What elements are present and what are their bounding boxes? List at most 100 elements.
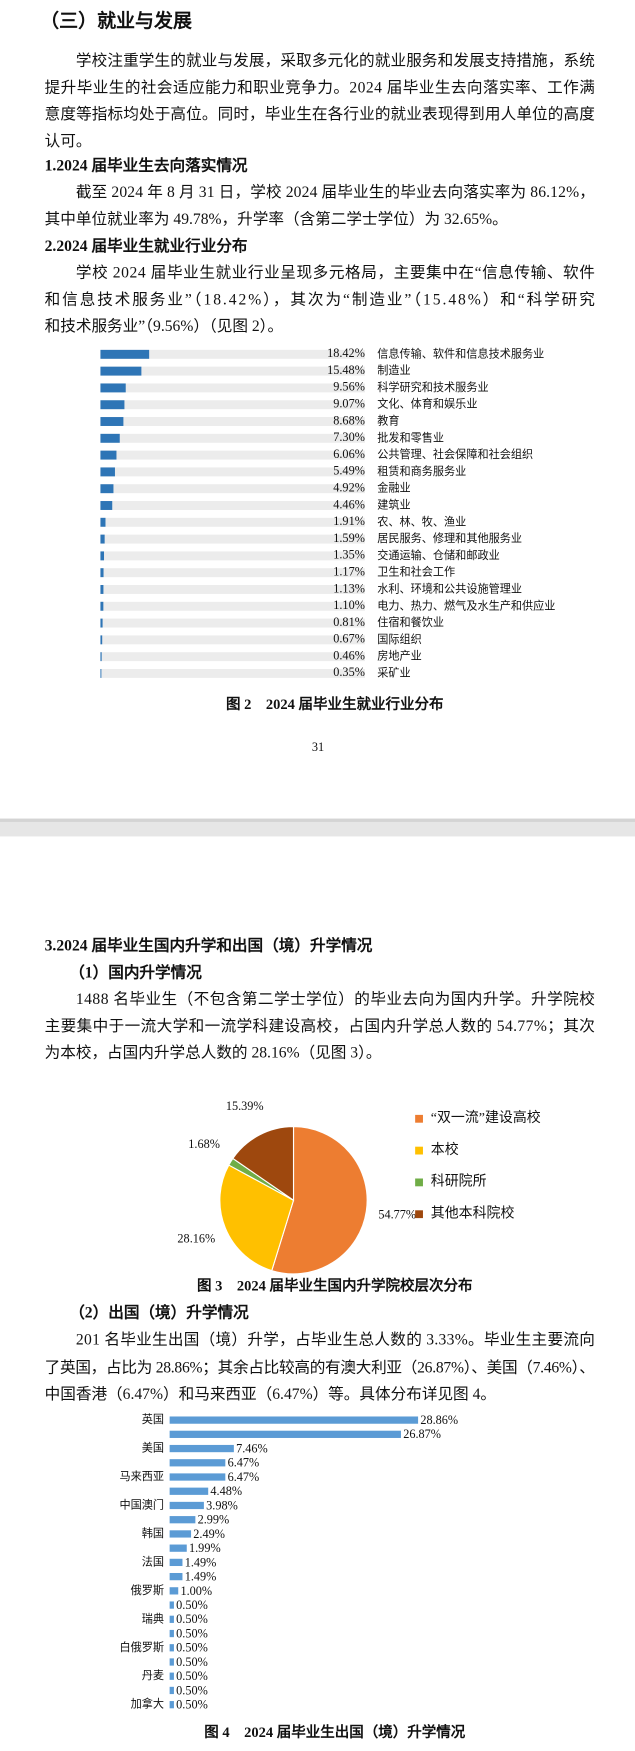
bar-track <box>100 534 365 544</box>
bar <box>100 366 142 376</box>
bar <box>169 1516 196 1524</box>
bar <box>100 501 113 510</box>
category-label: 马来西亚 <box>119 1470 164 1483</box>
category-label: 韩国 <box>142 1526 164 1540</box>
category-label: 丹麦 <box>142 1669 164 1682</box>
category-label: 美国 <box>142 1442 164 1455</box>
category-label: 加拿大 <box>131 1697 164 1711</box>
paragraph-line: 截至 2024 年 8 月 31 日，学校 2024 届毕业生的毕业去向落实率为… <box>76 183 595 201</box>
bar-track <box>100 400 365 410</box>
figure-caption: 图 2 2024 届毕业生就业行业分布 <box>226 695 443 713</box>
data-label: 3.98% <box>206 1498 238 1512</box>
category-label: 科学研究和技术服务业 <box>377 380 488 394</box>
category-label: 公共管理、社会保障和社会组织 <box>377 447 533 461</box>
category-label: 俄罗斯 <box>131 1584 164 1597</box>
bar <box>169 1686 174 1695</box>
category-label: 住宿和餐饮业 <box>377 615 444 629</box>
bar-track <box>100 383 365 393</box>
category-label: 采矿业 <box>377 666 410 679</box>
data-label: 6.06% <box>333 447 365 461</box>
bar <box>100 668 102 678</box>
category-label: 瑞典 <box>142 1611 164 1625</box>
paragraph-line: 和信息技术服务业”（18.42%），其次为“制造业”（15.48%）和“科学研究 <box>45 290 596 308</box>
pie-slice <box>232 1126 295 1202</box>
legend-swatch <box>415 1146 423 1155</box>
pie-slice <box>271 1126 368 1275</box>
bar-track <box>100 585 365 594</box>
data-label: 9.56% <box>333 380 365 394</box>
data-label: 1.59% <box>333 531 365 545</box>
legend-swatch <box>415 1178 423 1187</box>
category-label: 信息传输、软件和信息技术服务业 <box>377 346 544 360</box>
category-label: 电力、热力、燃气及水生产和供应业 <box>377 598 555 612</box>
category-label: 英国 <box>142 1412 164 1426</box>
bar-track <box>100 618 365 628</box>
category-label: 房地产业 <box>377 649 422 663</box>
data-label: 4.46% <box>333 497 365 511</box>
figure-caption: 图 4 2024 届毕业生出国（境）升学情况 <box>204 1723 465 1741</box>
bar <box>100 635 103 645</box>
data-label: 1.13% <box>333 581 365 595</box>
category-label: 水利、环境和公共设施管理业 <box>377 581 522 595</box>
data-label: 1.91% <box>333 514 365 528</box>
bar <box>100 601 104 611</box>
paragraph-line: 和技术服务业”（9.56%）（见图 2）。 <box>45 317 283 335</box>
category-label: 批发和零售业 <box>377 430 444 444</box>
category-label: 租赁和商务服务业 <box>377 464 466 478</box>
bar-track <box>100 601 365 611</box>
data-label: 0.50% <box>176 1612 208 1626</box>
bar-track <box>100 484 365 494</box>
bar-track <box>100 467 365 477</box>
category-label: 制造业 <box>377 363 410 377</box>
page-number: 31 <box>312 740 324 754</box>
bar <box>100 400 125 410</box>
category-label: 卫生和社会工作 <box>377 565 455 579</box>
data-label: 1.10% <box>333 598 365 612</box>
paragraph-line: 意度等指标均处于高位。同时，毕业生在各行业的就业表现得到用人单位的高度 <box>45 104 596 123</box>
legend-label: “双一流”建设高校 <box>431 1109 541 1126</box>
bar-track <box>100 568 365 578</box>
bar <box>169 1629 174 1638</box>
bar <box>169 1701 174 1709</box>
category-label: 交通运输、仓储和邮政业 <box>377 548 500 562</box>
data-label: 28.86% <box>420 1413 458 1427</box>
section-heading: （三）就业与发展 <box>40 9 192 32</box>
bar <box>169 1658 174 1666</box>
paragraph-line: 认可。 <box>45 132 92 150</box>
bar <box>169 1430 401 1438</box>
data-label: 54.77% <box>378 1208 416 1222</box>
category-label: 白俄罗斯 <box>119 1640 164 1654</box>
subsection-title: 3.2024 届毕业生国内升学和出国（境）升学情况 <box>45 936 373 955</box>
legend-label: 本校 <box>431 1141 459 1158</box>
bar <box>169 1644 174 1652</box>
data-label: 5.49% <box>333 464 365 478</box>
bar-track <box>100 551 365 561</box>
category-label: 建筑业 <box>377 497 410 511</box>
bar <box>169 1416 419 1424</box>
category-label: 居民服务、修理和其他服务业 <box>377 531 522 545</box>
paragraph-line: 中国香港（6.47%）和马来西亚（6.47%）等。具体分布详见图 4。 <box>45 1385 496 1403</box>
category-label: 农、林、牧、渔业 <box>377 514 466 528</box>
data-label: 1.49% <box>185 1555 217 1569</box>
bar <box>169 1473 226 1481</box>
bar-track <box>100 433 365 443</box>
paragraph-line: 201 名毕业生出国（境）升学，占毕业生总人数的 3.33%。毕业生主要流向 <box>76 1329 595 1348</box>
bar <box>169 1587 179 1595</box>
bar <box>169 1487 209 1495</box>
bar <box>169 1572 183 1581</box>
data-label: 18.42% <box>327 346 365 360</box>
bar <box>100 652 102 662</box>
legend-label: 其他本科院校 <box>431 1204 515 1221</box>
paragraph-line: 提升毕业生的社会适应能力和职业竞争力。2024 届毕业生去向落实率、工作满 <box>45 77 595 96</box>
data-label: 2.99% <box>198 1513 230 1527</box>
data-label: 1.00% <box>180 1584 212 1598</box>
bar <box>169 1444 234 1453</box>
bar <box>100 433 120 443</box>
category-label: 国际组织 <box>377 632 422 646</box>
data-label: 0.50% <box>176 1669 208 1683</box>
page-separator <box>0 818 635 837</box>
data-label: 0.35% <box>333 665 365 679</box>
bar-track <box>100 652 365 662</box>
bar <box>100 585 104 594</box>
